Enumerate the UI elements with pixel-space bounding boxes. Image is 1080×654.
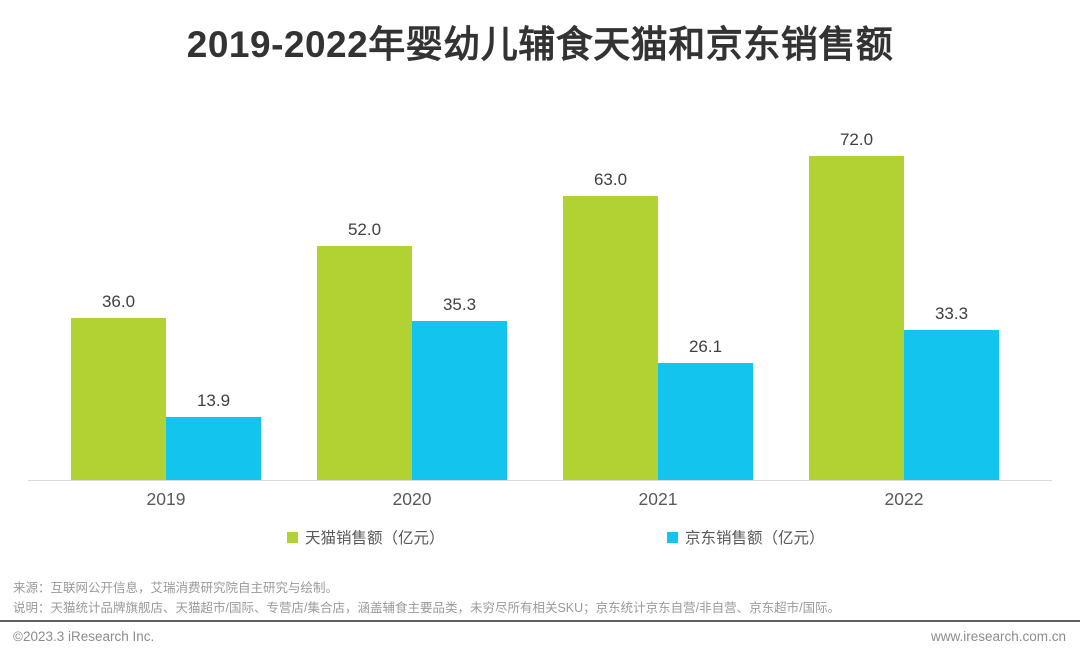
plot-area: 36.0 13.9 52.0 35.3 63.0 26.1 72.0 33.3 <box>43 111 1027 480</box>
method-note: 说明：天猫统计品牌旗舰店、天猫超市/国际、专营店/集合店，涵盖辅食主要品类，未穷… <box>13 601 841 615</box>
bar-value-label: 33.3 <box>934 304 969 323</box>
bar-value-label: 26.1 <box>688 337 723 356</box>
bar-value-label: 63.0 <box>593 170 628 189</box>
website-text: www.iresearch.com.cn <box>930 629 1066 644</box>
bar-tmall-2019 <box>71 318 166 480</box>
bar-value-label: 13.9 <box>196 391 231 410</box>
bar-tmall-2020 <box>317 246 412 480</box>
source-note: 来源：互联网公开信息，艾瑞消费研究院自主研究与绘制。 <box>13 581 339 595</box>
bar-jd-2019 <box>166 417 261 480</box>
x-axis-labels: 2019 2020 2021 2022 <box>43 489 1027 513</box>
legend-item-jd: 京东销售额（亿元） <box>667 527 825 547</box>
x-tick-label: 2021 <box>638 489 678 509</box>
x-tick-label: 2022 <box>884 489 924 509</box>
tmall-legend-label: 天猫销售额（亿元） <box>305 530 445 547</box>
bar-jd-2022 <box>904 330 999 480</box>
x-tick-label: 2020 <box>392 489 432 509</box>
bar-jd-2021 <box>658 363 753 480</box>
footer-divider <box>0 620 1080 622</box>
bar-jd-2020 <box>412 321 507 480</box>
x-axis-line <box>28 480 1052 481</box>
x-tick-label: 2019 <box>146 489 186 509</box>
bar-tmall-2022 <box>809 156 904 480</box>
bar-value-label: 35.3 <box>442 295 477 314</box>
bar-value-label: 52.0 <box>347 220 382 239</box>
bar-tmall-2021 <box>563 196 658 480</box>
tmall-legend-swatch-icon <box>287 531 298 543</box>
chart-title: 2019-2022年婴幼儿辅食天猫和京东销售额 <box>186 24 894 65</box>
jd-legend-label: 京东销售额（亿元） <box>685 530 825 547</box>
legend-item-tmall: 天猫销售额（亿元） <box>287 527 445 547</box>
jd-legend-swatch-icon <box>667 531 678 543</box>
copyright-text: ©2023.3 iResearch Inc. <box>13 629 155 644</box>
bar-value-label: 72.0 <box>839 130 874 149</box>
bar-value-label: 36.0 <box>101 292 136 311</box>
